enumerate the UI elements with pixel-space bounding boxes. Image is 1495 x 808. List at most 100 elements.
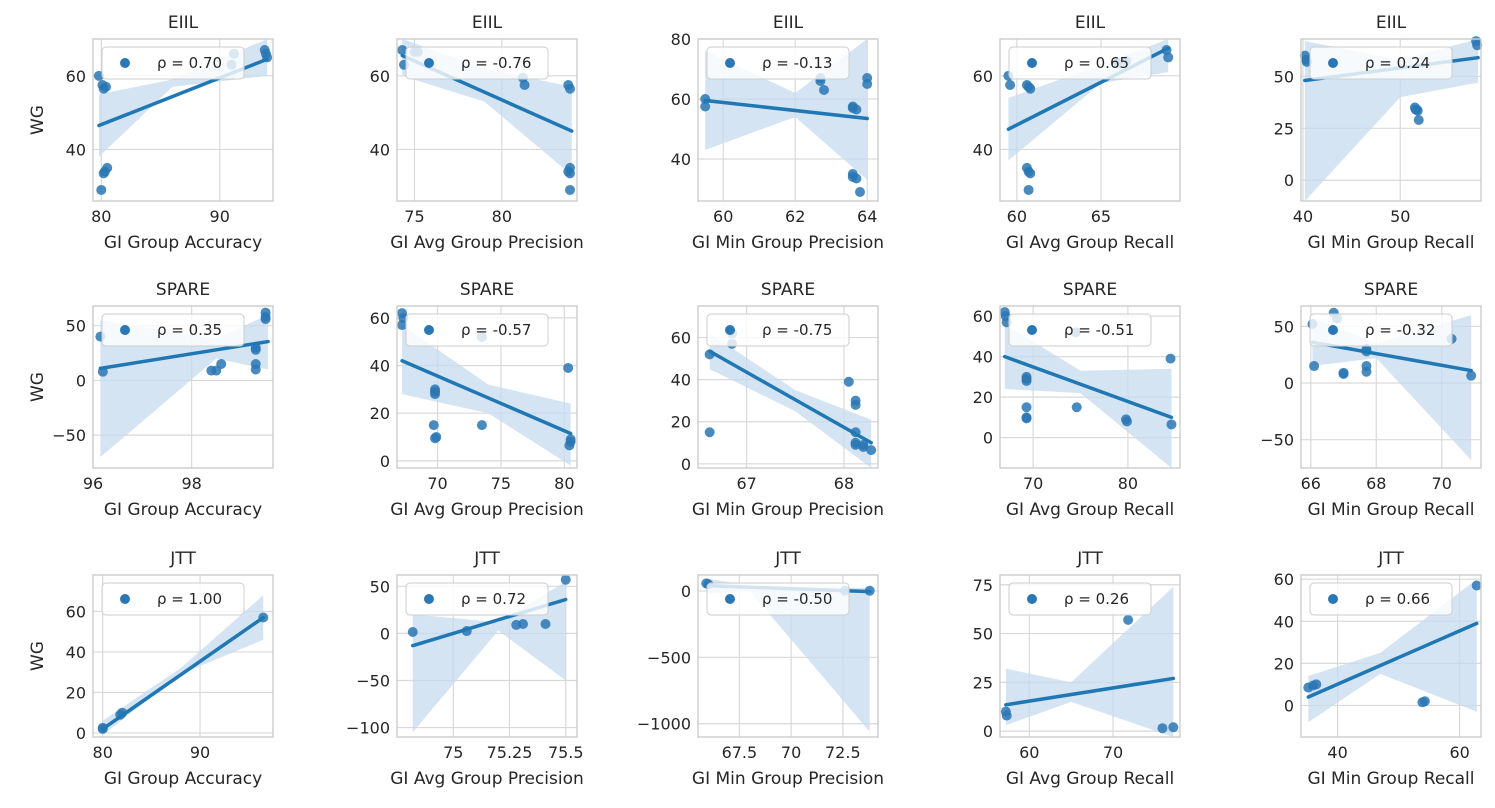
subplot-title: JTT — [1076, 549, 1103, 569]
y-tick-label: −50 — [356, 671, 390, 690]
data-point — [1419, 696, 1430, 707]
data-point — [1005, 80, 1016, 91]
legend-box — [1008, 313, 1152, 347]
data-point — [565, 168, 576, 179]
subplot-title: SPARE — [761, 280, 815, 300]
data-point — [1021, 375, 1032, 386]
subplot-2-1: 96 98 −50 0 50 SPARE GI Group Accuracy WG ρ = 0.… — [28, 280, 274, 520]
x-tick-label: 40 — [1327, 743, 1347, 762]
legend-label: ρ = 0.24 — [1365, 54, 1430, 72]
plot-frame — [999, 574, 1181, 738]
legend-marker — [1027, 594, 1037, 604]
data-point — [1472, 40, 1483, 51]
legend-box — [101, 46, 245, 80]
data-point — [1361, 366, 1372, 377]
legend: ρ = 0.72 — [405, 582, 549, 616]
legend-box — [405, 313, 549, 347]
data-point — [700, 101, 711, 112]
regression-line — [1306, 621, 1479, 699]
x-axis-label: GI Min Group Recall — [1307, 233, 1474, 253]
x-tick-label: 75.25 — [487, 743, 533, 762]
data-point — [850, 439, 861, 450]
data-point — [98, 168, 109, 179]
x-tick-label: 68 — [1366, 474, 1386, 493]
data-point — [564, 440, 575, 451]
plot-frame — [396, 305, 578, 469]
data-point — [519, 80, 530, 91]
confidence-band — [1312, 315, 1472, 461]
x-axis-label: GI Group Accuracy — [104, 769, 262, 789]
legend-marker — [424, 325, 434, 335]
regression-line — [1002, 354, 1174, 420]
y-tick-label: 0 — [380, 624, 390, 643]
legend: ρ = 0.35 — [101, 313, 245, 347]
subplot-1-4: 60 65 40 60 EIIL GI Avg Group Recall ρ = 0.65 — [973, 13, 1181, 253]
data-point — [1168, 722, 1179, 733]
x-axis-label: GI Min Group Recall — [1307, 500, 1474, 520]
y-tick-label: 60 — [973, 67, 993, 86]
y-tick-label: 40 — [66, 643, 86, 662]
y-tick-label: 20 — [1274, 654, 1294, 673]
data-point — [476, 420, 487, 431]
x-tick-label: 72.5 — [825, 743, 861, 762]
legend-marker — [1328, 594, 1338, 604]
x-tick-label: 80 — [91, 207, 111, 226]
y-tick-label: 25 — [973, 673, 993, 692]
data-point — [428, 420, 439, 431]
data-point — [858, 441, 869, 452]
legend-box — [405, 582, 549, 616]
x-tick-label: 90 — [210, 207, 230, 226]
y-tick-label: 60 — [370, 309, 390, 328]
legend-label: ρ = 1.00 — [157, 590, 222, 608]
legend-box — [706, 582, 850, 616]
legend: ρ = 0.24 — [1309, 46, 1453, 80]
x-tick-label: 50 — [1390, 207, 1410, 226]
y-tick-label: 0 — [1284, 696, 1294, 715]
y-tick-label: 20 — [671, 413, 691, 432]
data-point — [250, 359, 261, 370]
x-tick-label: 62 — [785, 207, 805, 226]
y-tick-label: 40 — [370, 357, 390, 376]
x-axis-label: GI Avg Group Recall — [1006, 500, 1174, 520]
y-tick-label: 50 — [66, 317, 86, 336]
subplot-1-5: 40 50 0 25 50 EIIL GI Min Group Recall ρ = 0.24 — [1274, 13, 1483, 253]
y-axis-label: WG — [28, 105, 48, 135]
legend-label: ρ = 0.65 — [1064, 54, 1129, 72]
subplot-3-2: 75 75.25 75.5 −100 −50 0 50 JTT GI Avg Group Pre… — [346, 549, 584, 789]
x-tick-label: 60 — [1007, 207, 1027, 226]
regression-line — [703, 98, 869, 121]
x-tick-label: 64 — [857, 207, 877, 226]
confidence-band — [1004, 324, 1172, 468]
y-tick-label: 40 — [1274, 612, 1294, 631]
x-tick-label: 67 — [736, 474, 756, 493]
subplot-title: SPARE — [156, 280, 210, 300]
legend-label: ρ = 0.66 — [1365, 590, 1430, 608]
x-axis-label: GI Avg Group Recall — [1006, 233, 1174, 253]
y-tick-label: 20 — [66, 683, 86, 702]
subplot-title: JTT — [169, 549, 196, 569]
subplot-1-1: 80 90 40 60 EIIL GI Group Accuracy WG ρ = 0.70 — [28, 13, 274, 253]
data-point — [819, 85, 829, 95]
x-tick-label: 75 — [404, 207, 424, 226]
x-tick-label: 68 — [834, 474, 854, 493]
x-axis-label: GI Avg Group Precision — [390, 500, 584, 520]
legend-label: ρ = 0.26 — [1064, 590, 1129, 608]
y-tick-label: 60 — [66, 67, 86, 86]
x-axis-label: GI Group Accuracy — [104, 500, 262, 520]
data-point — [1163, 52, 1174, 63]
x-tick-label: 98 — [181, 474, 201, 493]
x-tick-label: 80 — [93, 743, 113, 762]
y-tick-label: 60 — [370, 67, 390, 86]
data-point — [1165, 353, 1176, 364]
x-tick-label: 80 — [492, 207, 512, 226]
legend: ρ = 0.26 — [1008, 582, 1152, 616]
legend: ρ = 0.65 — [1008, 46, 1152, 80]
legend-marker — [424, 58, 434, 68]
x-tick-label: 70 — [1103, 743, 1123, 762]
subplot-3-1: 80 90 0 20 40 60 JTT GI Group Accuracy WG ρ = 1.0… — [28, 549, 274, 789]
data-point — [1157, 723, 1168, 734]
y-tick-label: 0 — [681, 582, 691, 601]
x-axis-label: GI Group Accuracy — [104, 233, 262, 253]
legend: ρ = 1.00 — [101, 582, 245, 616]
subplot-3-5: 40 60 0 20 40 60 JTT GI Min Group Recall ρ = 0.6… — [1274, 549, 1482, 789]
